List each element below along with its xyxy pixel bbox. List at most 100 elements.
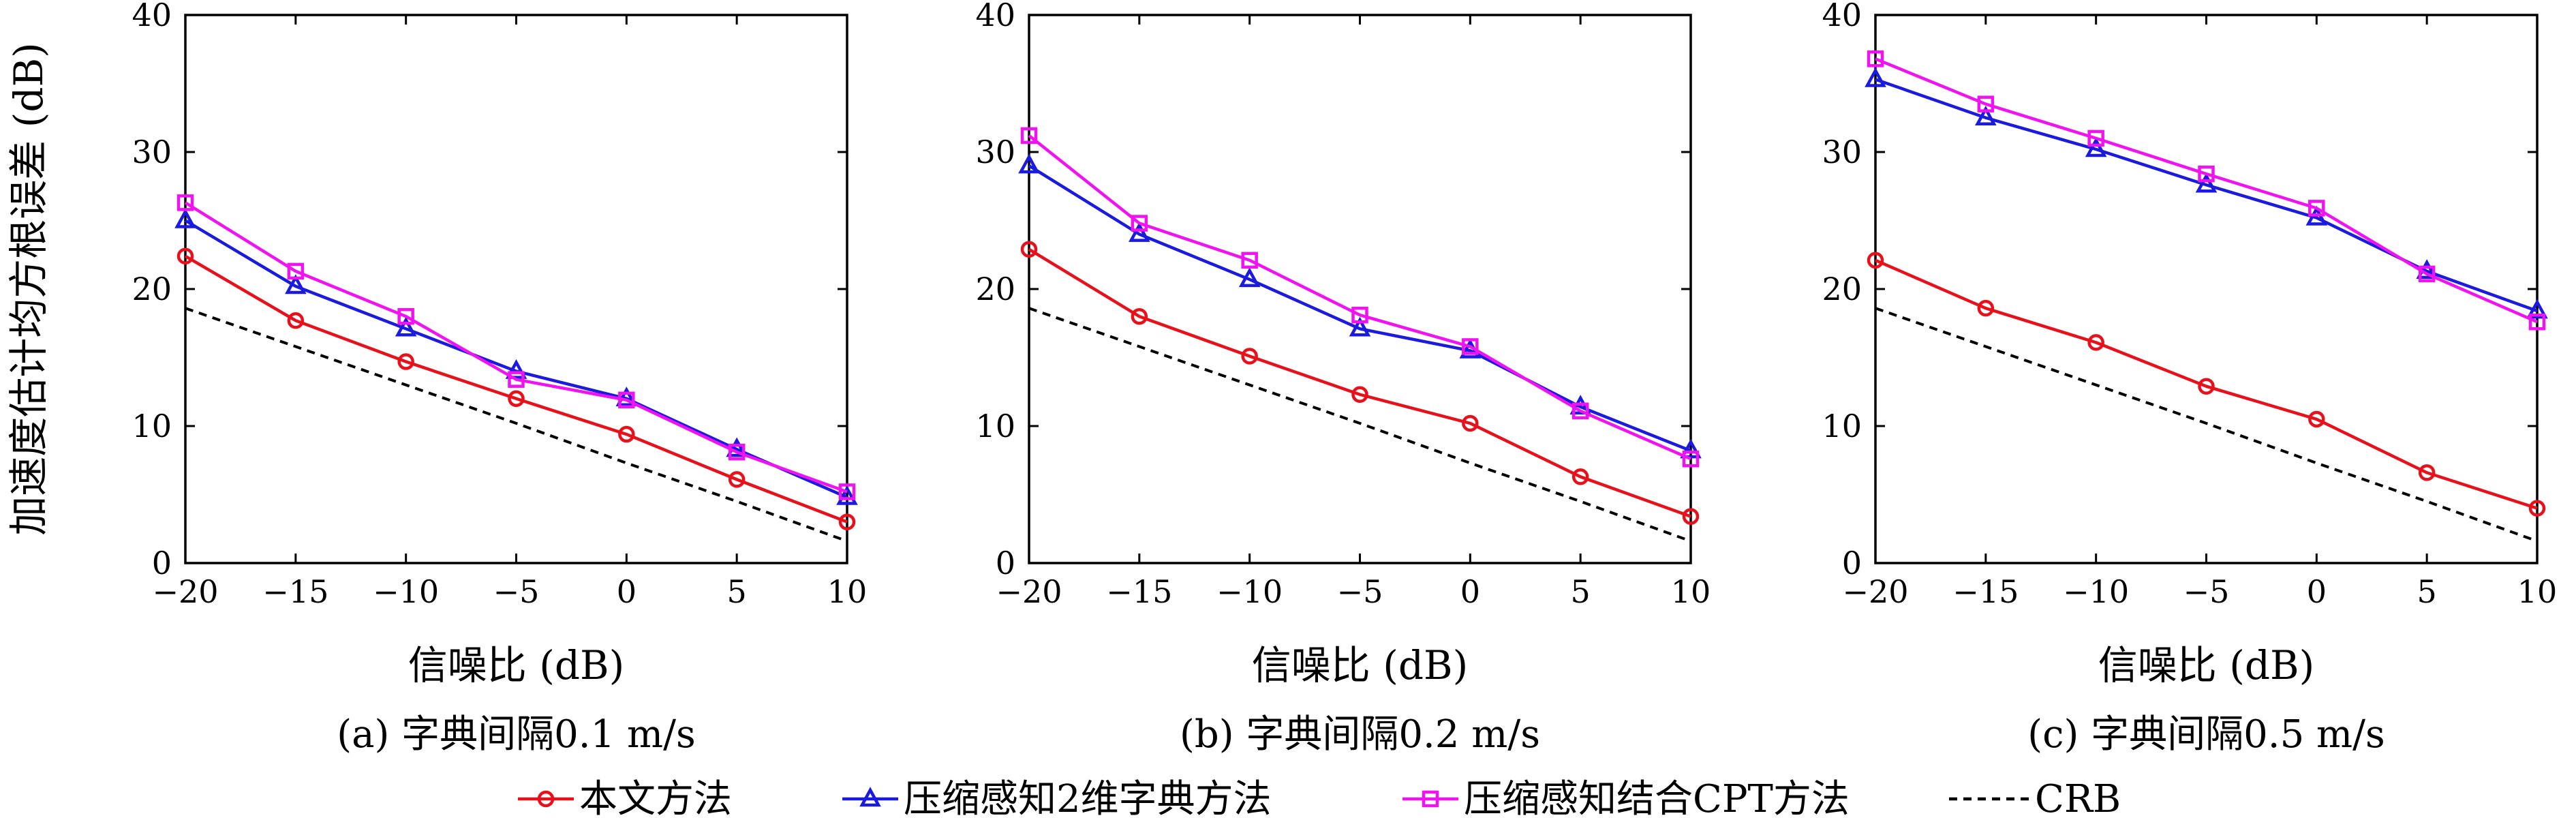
data-point-s2 [1349,316,1371,337]
data-point-s3 [508,371,525,388]
data-point-s2 [1129,222,1150,242]
data-point-s3 [1462,338,1479,355]
plot-frame [184,14,848,564]
data-point-s1 [2198,378,2215,395]
y-tick-label: 30 [1822,134,1862,170]
legend-label: 本文方法 [579,777,732,818]
y-tick-label: 10 [975,408,1015,444]
data-point-s3 [728,443,746,461]
x-tick-label: −20 [152,573,218,610]
data-point-s2 [174,208,196,228]
data-point-s1 [2418,464,2436,481]
data-point-s1 [618,425,635,443]
data-point-s2 [2085,137,2107,157]
data-point-s3 [2087,130,2104,147]
series-s3 [177,194,856,500]
data-point-s1 [1571,468,1589,485]
series-s3 [1020,127,1700,468]
data-point-s3 [1867,50,1884,67]
series-line-crb [1028,307,1691,543]
series-line-s3 [1028,134,1691,461]
data-point-s3 [1682,450,1700,468]
x-tick-label: −10 [2063,573,2129,610]
series-line-s1 [184,254,848,524]
data-point-s3 [287,262,305,280]
x-tick-label: −15 [1106,573,1172,610]
data-point-s1 [1020,241,1038,258]
y-tick-label: 40 [132,0,172,33]
data-point-s1 [397,353,414,370]
x-tick-label: 0 [2307,573,2327,610]
data-point-s1 [177,247,194,265]
chart-panel-2: −20 −15 −10 −5 0 5 10 0 10 20 30 40 信噪比 (dB) (b) 字典间隔… [975,0,1711,757]
x-tick-label: −5 [493,573,540,610]
data-point-s1 [1351,386,1368,404]
series-s1 [1020,241,1700,525]
y-tick-label: 40 [1822,0,1862,33]
x-tick-label: −20 [1842,573,1908,610]
data-point-s1 [1241,348,1258,365]
series-line-s1 [1875,258,2538,510]
data-point-s1 [1867,252,1884,269]
data-point-s2 [1975,106,1997,125]
x-tick-label: −15 [262,573,328,610]
series-line-s3 [184,201,848,494]
data-point-s3 [2418,265,2436,283]
x-axis-label: 信噪比 (dB) [1252,642,1468,688]
legend-item-s3: 压缩感知结合CPT方法 [1402,777,1850,818]
y-tick-label: 0 [1842,545,1862,581]
x-tick-label: −10 [1216,573,1283,610]
data-point-s2 [2195,172,2218,193]
data-point-s3 [618,391,635,409]
series-s1 [177,247,856,530]
x-tick-label: −5 [1337,573,1383,610]
x-tick-label: 10 [2517,573,2558,610]
legend: 本文方法 压缩感知2维字典方法 压缩感知结合CPT方法 CRB [518,777,2121,818]
data-point-s1 [287,312,305,329]
data-point-s2 [615,387,638,407]
x-tick-label: −20 [996,573,1062,610]
x-tick-label: 5 [2417,573,2437,610]
data-point-s1 [728,471,746,488]
data-point-s1 [838,513,856,530]
x-tick-label: 5 [1571,573,1591,610]
plot-frame [1874,14,2539,564]
legend-label: CRB [2035,777,2121,818]
data-point-s2 [1238,267,1261,288]
data-point-s1 [508,390,525,408]
x-axis-label: 信噪比 (dB) [408,642,624,688]
data-point-s1 [1131,307,1148,325]
data-point-s2 [836,485,858,505]
data-point-s3 [1020,127,1038,145]
panel-caption: (a) 字典间隔0.1 m/s [337,712,695,757]
y-tick-label: 20 [975,271,1015,307]
y-tick-label: 40 [975,0,1015,33]
series-line-crb [185,307,848,543]
legend-marker [859,787,881,807]
data-point-s1 [1682,508,1700,525]
chart-panel-3: −20 −15 −10 −5 0 5 10 0 10 20 30 40 信噪比 (dB) (c) 字典间隔… [1822,0,2557,757]
legend-label: 压缩感知2维字典方法 [904,777,1272,818]
data-point-s3 [397,307,414,325]
y-tick-label: 0 [152,545,172,581]
series-crb [185,307,848,543]
data-point-s1 [2087,334,2104,351]
chart-panels: −20 −15 −10 −5 0 5 10 0 10 20 30 40 信噪比 (dB) 加速度估计均方根… [5,0,2557,757]
data-point-s3 [1571,402,1589,420]
series-line-s2 [1875,78,2538,313]
legend-item-s2: 压缩感知2维字典方法 [842,777,1272,818]
data-point-s1 [1977,299,1995,317]
x-tick-label: 10 [1671,573,1711,610]
y-axis-label: 加速度估计均方根误差 (dB) [5,42,52,535]
data-point-s2 [726,437,748,457]
series-s2 [1865,67,2548,319]
data-point-s1 [2528,500,2546,517]
data-point-s1 [2308,410,2325,428]
y-tick-label: 30 [975,134,1015,170]
x-tick-label: 5 [727,573,747,610]
series-crb [1875,307,2538,543]
panel-caption: (b) 字典间隔0.2 m/s [1180,712,1540,757]
series-crb [1028,307,1691,543]
series-line-s3 [1875,57,2538,324]
legend-item-s1: 本文方法 [518,777,732,818]
